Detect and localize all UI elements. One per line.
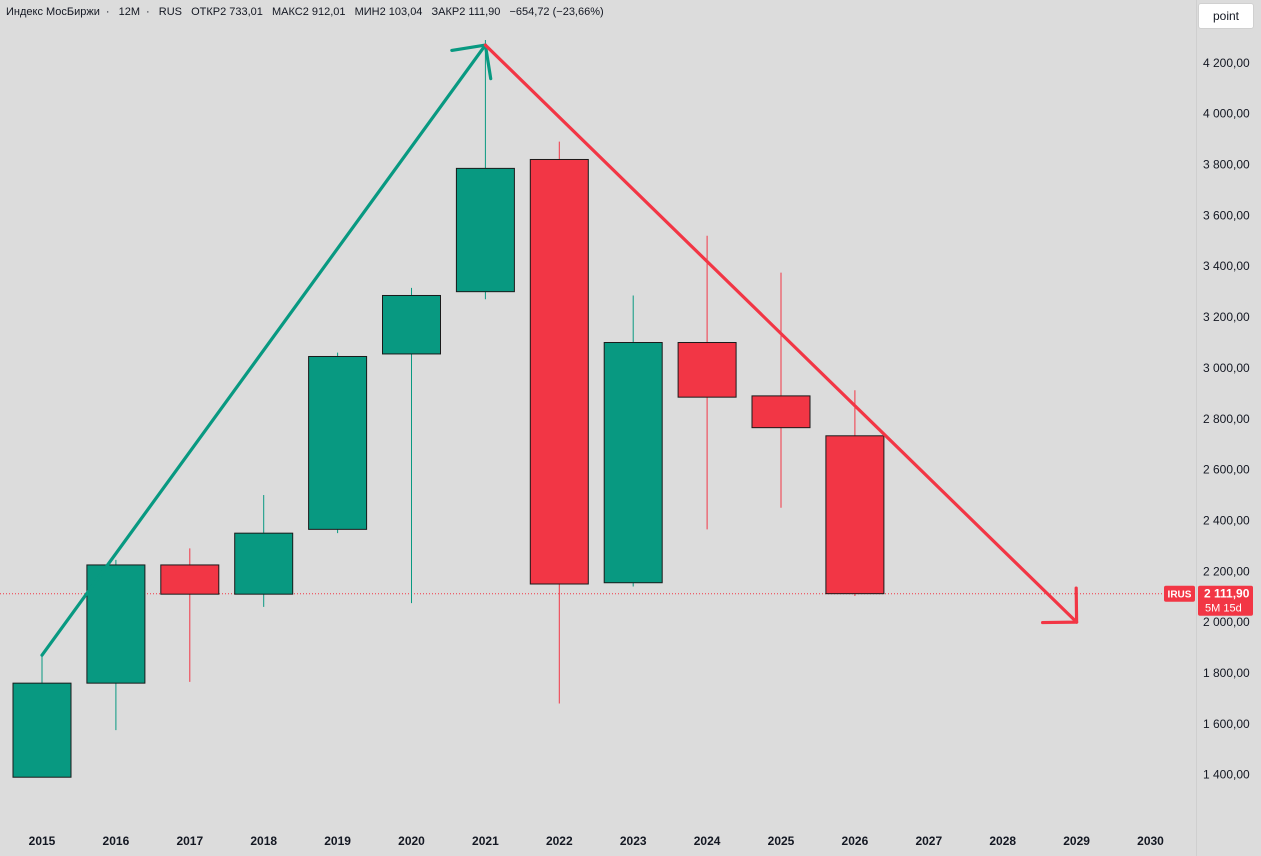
high-value: МАКС2 912,01 <box>271 6 346 18</box>
countdown-text: 5M 15d <box>1205 603 1242 615</box>
candle-body-2023[interactable] <box>603 342 663 584</box>
y-tick-label: 4 000,00 <box>1203 107 1250 121</box>
candle-body-layer <box>12 158 885 778</box>
x-tick-label: 2024 <box>694 834 721 848</box>
y-tick-label: 2 000,00 <box>1203 615 1250 629</box>
ticker-badge-text: IRUS <box>1168 590 1192 601</box>
axis-divider <box>1196 0 1197 856</box>
candle-body-2017[interactable] <box>160 564 220 595</box>
candle-body-2022[interactable] <box>529 158 589 585</box>
price-badge <box>1198 585 1253 616</box>
candle-body-2024[interactable] <box>677 342 737 398</box>
x-tick-label: 2015 <box>29 834 56 848</box>
y-tick-label: 3 400,00 <box>1203 259 1250 273</box>
x-tick-label: 2025 <box>768 834 795 848</box>
y-tick-label: 1 600,00 <box>1203 717 1250 731</box>
x-tick-label: 2029 <box>1063 834 1090 848</box>
trend-arrow-layer[interactable] <box>40 43 1079 657</box>
y-tick-label: 3 800,00 <box>1203 158 1250 172</box>
last-price-label: IRUS 2 111,90 5M 15d <box>1164 585 1253 616</box>
symbol-name[interactable]: Индекс МосБиржи <box>6 6 100 18</box>
exchange: RUS <box>158 6 183 18</box>
price-badge-text: 2 111,90 <box>1204 587 1250 601</box>
separator: · <box>105 6 110 18</box>
x-tick-label: 2023 <box>620 834 647 848</box>
x-tick-label: 2016 <box>103 834 130 848</box>
y-tick-label: 3 600,00 <box>1203 208 1250 222</box>
point-button[interactable]: point <box>1198 3 1254 29</box>
x-tick-label: 2017 <box>176 834 203 848</box>
candle-body-2019[interactable] <box>308 355 368 530</box>
y-tick-label: 3 000,00 <box>1203 361 1250 375</box>
x-tick-label: 2018 <box>250 834 277 848</box>
x-tick-label: 2022 <box>546 834 573 848</box>
wick-layer <box>41 40 856 778</box>
candle-body-2015[interactable] <box>12 682 72 778</box>
candle-body-2020[interactable] <box>382 294 441 355</box>
y-tick-label: 4 200,00 <box>1203 56 1250 70</box>
ticker-badge <box>1164 585 1195 602</box>
y-tick-label: 2 200,00 <box>1203 564 1250 578</box>
candle-body-2018[interactable] <box>234 532 294 595</box>
time-axis[interactable]: 2015 2016 2017 2018 2019 2020 2021 2022 2023 2024… <box>29 834 1165 848</box>
trend-arrow-head-2[interactable] <box>1041 586 1079 625</box>
y-tick-label: 2 600,00 <box>1203 463 1250 477</box>
candle-body-2021[interactable] <box>455 167 515 293</box>
x-tick-label: 2021 <box>472 834 499 848</box>
price-axis[interactable]: 1 400,00 1 600,00 1 800,00 2 000,00 2 200,00… <box>1203 56 1250 782</box>
y-tick-label: 3 200,00 <box>1203 310 1250 324</box>
candle-body-2016[interactable] <box>86 564 146 684</box>
interval[interactable]: 12M <box>118 6 141 18</box>
x-tick-label: 2030 <box>1137 834 1164 848</box>
x-tick-label: 2020 <box>398 834 425 848</box>
x-tick-label: 2027 <box>915 834 942 848</box>
open-value: ОТКР2 733,01 <box>191 6 263 18</box>
trend-arrow-line-1[interactable] <box>40 43 487 657</box>
chart-header: Индекс МосБиржи · 12M · RUS ОТКР2 733,01 М… <box>6 6 610 18</box>
y-tick-label: 1 400,00 <box>1203 768 1250 782</box>
separator: · <box>146 6 150 18</box>
y-tick-label: 2 800,00 <box>1203 412 1250 426</box>
close-value: ЗАКР2 111,90 <box>431 6 501 18</box>
x-tick-label: 2028 <box>989 834 1016 848</box>
change-value: −654,72 (−23,66%) <box>509 6 604 18</box>
y-tick-label: 1 800,00 <box>1203 666 1250 680</box>
candle-body-2025[interactable] <box>751 395 811 429</box>
low-value: МИН2 103,04 <box>354 6 423 18</box>
trend-arrow-line-2[interactable] <box>483 43 1079 624</box>
candle-body-2026[interactable] <box>825 435 885 595</box>
x-tick-label: 2026 <box>842 834 869 848</box>
y-tick-label: 2 400,00 <box>1203 513 1250 527</box>
x-tick-label: 2019 <box>324 834 351 848</box>
